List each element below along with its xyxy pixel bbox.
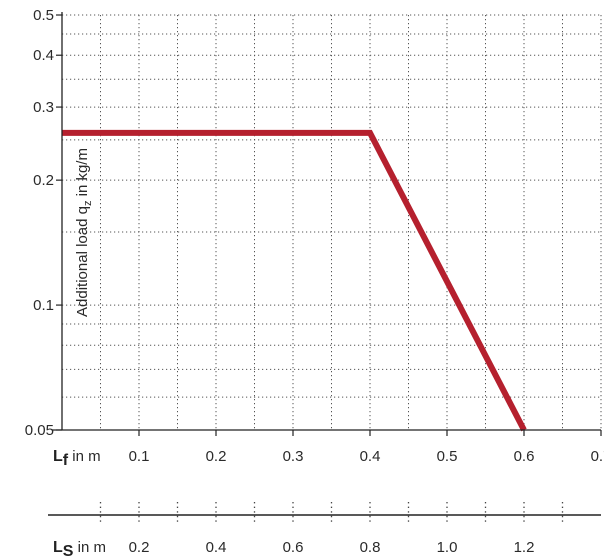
y-tick-label: 0.05 bbox=[25, 422, 54, 439]
x-axis-title: Lf in m bbox=[53, 448, 101, 469]
y-axis-title-subscript: z bbox=[82, 201, 94, 207]
x2-tick-label: 0.8 bbox=[360, 539, 381, 556]
y-tick-label: 0.4 bbox=[33, 47, 54, 64]
x2-axis-title-main: L bbox=[53, 539, 63, 556]
x-axis-title-main: L bbox=[53, 448, 63, 465]
x-tick-label: 0.5 bbox=[437, 448, 458, 465]
x2-axis-title-subscript: S bbox=[63, 543, 74, 559]
y-tick-label: 0.3 bbox=[33, 99, 54, 116]
y-axis-title: Additional load qz in kg/m bbox=[74, 148, 94, 317]
grid-lines bbox=[62, 14, 602, 430]
x2-tick-label: 0.2 bbox=[129, 539, 150, 556]
x2-tick-label: 1.2 bbox=[514, 539, 535, 556]
x-tick-label: 0.4 bbox=[360, 448, 381, 465]
x-tick-label: 0.6 bbox=[514, 448, 535, 465]
x2-tick-label: 1.0 bbox=[437, 539, 458, 556]
x2-tick-label: 0.6 bbox=[283, 539, 304, 556]
x-tick-label: 0.1 bbox=[129, 448, 150, 465]
x-tick-label: 0.3 bbox=[283, 448, 304, 465]
y-tick-label: 0.2 bbox=[33, 172, 54, 189]
y-tick-label: 0.5 bbox=[33, 7, 54, 24]
x-tick-label: 0.2 bbox=[206, 448, 227, 465]
series-group bbox=[62, 129, 527, 432]
y-tick-label: 0.1 bbox=[33, 297, 54, 314]
y-axis-title-unit: in kg/m bbox=[74, 148, 91, 201]
x-tick-label: 0.7 bbox=[591, 448, 604, 465]
x2-axis-title-unit: in m bbox=[73, 539, 106, 556]
x-axis-title-unit: in m bbox=[68, 448, 101, 465]
x-axis-title-subscript: f bbox=[63, 452, 69, 469]
series-line bbox=[62, 129, 527, 432]
axis-labels: Additional load qz in kg/mLf in mLS in m bbox=[53, 148, 106, 559]
tick-labels: 0.05 0.1 0.2 0.3 0.4 0.5 0.1 0.2 0.3 0.4 0.5 0.6 0.7… bbox=[25, 7, 604, 556]
y-axis-title-text: Additional load q bbox=[74, 206, 91, 317]
x2-axis-title: LS in m bbox=[53, 539, 106, 559]
x2-tick-label: 0.4 bbox=[206, 539, 227, 556]
axes bbox=[48, 12, 602, 525]
